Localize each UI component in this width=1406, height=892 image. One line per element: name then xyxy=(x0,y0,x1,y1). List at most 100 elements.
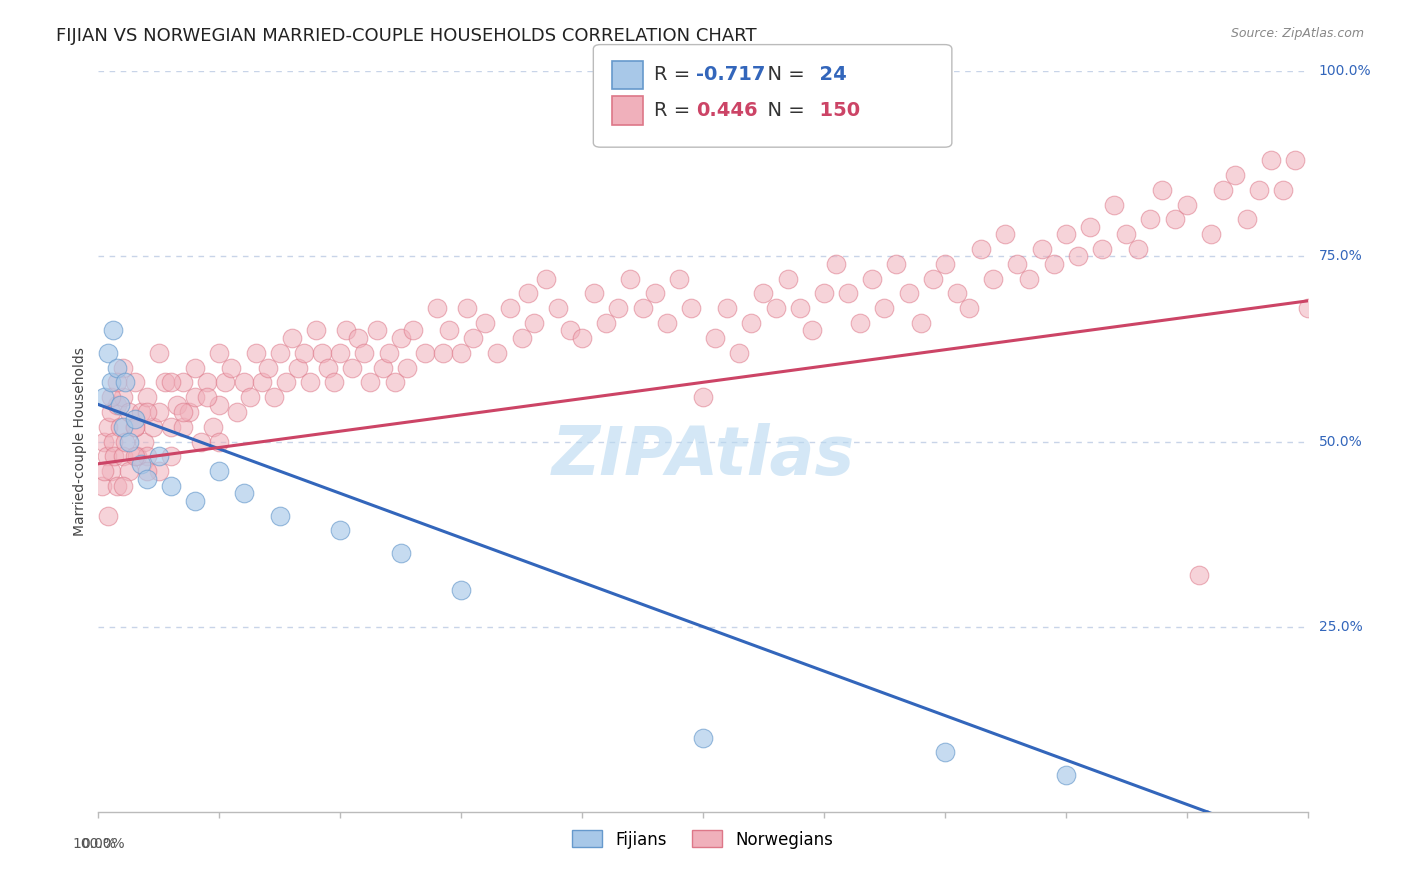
Text: 75.0%: 75.0% xyxy=(1319,250,1362,263)
Text: 50.0%: 50.0% xyxy=(1319,434,1362,449)
Point xyxy=(118,464,141,478)
Legend: Fijians, Norwegians: Fijians, Norwegians xyxy=(565,823,841,855)
Point xyxy=(184,390,207,404)
Point xyxy=(97,419,120,434)
Point xyxy=(583,286,606,301)
Point xyxy=(166,398,188,412)
Point xyxy=(631,301,654,316)
Text: 24: 24 xyxy=(806,65,846,85)
Point xyxy=(1163,212,1185,227)
Text: R =: R = xyxy=(654,65,696,85)
Point xyxy=(118,434,141,449)
Point xyxy=(124,419,146,434)
Point xyxy=(93,390,115,404)
Point xyxy=(148,345,170,359)
Point xyxy=(208,464,231,478)
Point xyxy=(463,331,485,345)
Point xyxy=(269,508,291,523)
Point xyxy=(873,301,896,316)
Text: N =: N = xyxy=(755,65,811,85)
Point xyxy=(100,390,122,404)
Text: FIJIAN VS NORWEGIAN MARRIED-COUPLE HOUSEHOLDS CORRELATION CHART: FIJIAN VS NORWEGIAN MARRIED-COUPLE HOUSE… xyxy=(56,27,756,45)
Point xyxy=(127,450,149,464)
Point xyxy=(692,390,714,404)
Point xyxy=(342,360,364,375)
Point xyxy=(668,271,690,285)
Text: 150: 150 xyxy=(806,101,859,120)
Point xyxy=(111,360,134,375)
Text: R =: R = xyxy=(654,101,696,120)
Point xyxy=(232,486,254,500)
Point xyxy=(1272,183,1295,197)
Point xyxy=(148,405,170,419)
Point xyxy=(134,434,156,449)
Point xyxy=(114,376,136,390)
Point xyxy=(353,345,375,359)
Point xyxy=(558,324,581,338)
Point xyxy=(547,301,569,316)
Point xyxy=(311,345,333,359)
Point xyxy=(263,390,285,404)
Point xyxy=(474,316,496,330)
Point xyxy=(450,345,472,359)
Point xyxy=(679,301,702,316)
Point xyxy=(1018,271,1040,285)
Text: 0.446: 0.446 xyxy=(696,101,758,120)
Point xyxy=(129,405,152,419)
Point xyxy=(135,405,157,419)
Point xyxy=(105,398,128,412)
Point xyxy=(728,345,751,359)
Point xyxy=(108,419,131,434)
Point xyxy=(118,405,141,419)
Point xyxy=(437,324,460,338)
Point xyxy=(208,345,231,359)
Point xyxy=(1128,242,1150,256)
Point xyxy=(124,450,146,464)
Point xyxy=(389,331,412,345)
Point xyxy=(114,434,136,449)
Point xyxy=(716,301,738,316)
Point xyxy=(129,457,152,471)
Point xyxy=(860,271,883,285)
Point xyxy=(202,419,225,434)
Point xyxy=(239,390,262,404)
Point xyxy=(160,419,183,434)
Point xyxy=(1007,257,1029,271)
Point xyxy=(360,376,382,390)
Point xyxy=(184,493,207,508)
Point xyxy=(910,316,932,330)
Point xyxy=(160,479,183,493)
Point xyxy=(1067,250,1090,264)
Point xyxy=(389,546,412,560)
Point xyxy=(921,271,943,285)
Y-axis label: Married-couple Households: Married-couple Households xyxy=(73,347,87,536)
Point xyxy=(1223,168,1246,182)
Point xyxy=(1249,183,1271,197)
Point xyxy=(970,242,993,256)
Point xyxy=(1199,227,1222,242)
Point xyxy=(595,316,617,330)
Point xyxy=(160,450,183,464)
Point xyxy=(752,286,775,301)
Point xyxy=(135,450,157,464)
Point xyxy=(190,434,212,449)
Point xyxy=(208,434,231,449)
Point xyxy=(1078,219,1101,234)
Point xyxy=(135,464,157,478)
Point xyxy=(172,405,194,419)
Point xyxy=(105,360,128,375)
Point xyxy=(413,345,436,359)
Point xyxy=(100,376,122,390)
Text: Source: ZipAtlas.com: Source: ZipAtlas.com xyxy=(1230,27,1364,40)
Point xyxy=(765,301,787,316)
Point xyxy=(384,376,406,390)
Text: ZIPAtlas: ZIPAtlas xyxy=(551,424,855,490)
Point xyxy=(195,390,218,404)
Point xyxy=(498,301,520,316)
Point xyxy=(256,360,278,375)
Point xyxy=(97,508,120,523)
Point xyxy=(1115,227,1137,242)
Point xyxy=(800,324,823,338)
Point xyxy=(523,316,546,330)
Point xyxy=(1188,567,1211,582)
